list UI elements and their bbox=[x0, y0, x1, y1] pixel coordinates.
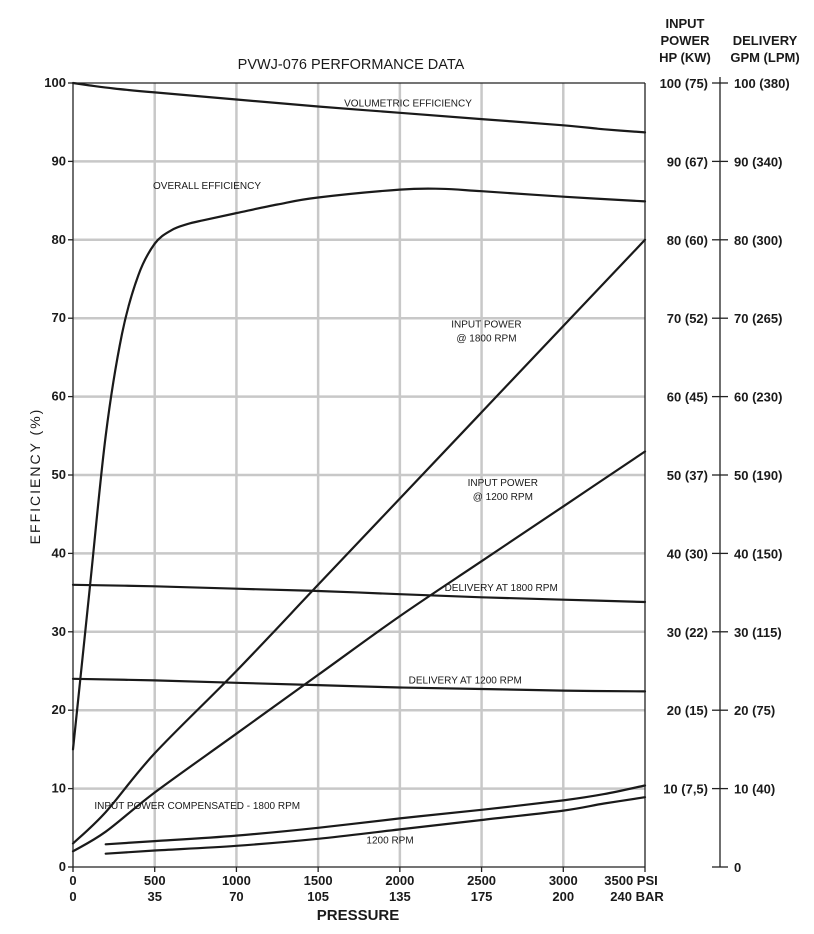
delivery-tick-label: 10 (40) bbox=[734, 782, 775, 797]
curve-overall-efficiency bbox=[71, 187, 647, 751]
x-tick-label-bar: 105 bbox=[307, 889, 329, 904]
y-tick-label: 60 bbox=[52, 389, 66, 404]
delivery-tick-label: 40 (150) bbox=[734, 546, 782, 561]
y-tick-label: 10 bbox=[52, 781, 66, 796]
x-tick-label-psi: 2000 bbox=[385, 873, 414, 888]
annotation-label: 1200 RPM bbox=[366, 835, 413, 846]
x-tick-label-bar: 0 bbox=[69, 889, 76, 904]
x-tick-label-psi: 1000 bbox=[222, 873, 251, 888]
input-power-tick-label: 10 (7,5) bbox=[663, 782, 708, 797]
input-power-tick-label: 100 (75) bbox=[660, 76, 708, 91]
delivery-tick-label: 70 (265) bbox=[734, 311, 782, 326]
annotation-label: INPUT POWER bbox=[451, 320, 521, 331]
x-axis-label: PRESSURE bbox=[317, 907, 400, 924]
x-tick-label-psi: 3500 PSI bbox=[604, 873, 658, 888]
x-tick-label-psi: 1500 bbox=[304, 873, 333, 888]
annotation-label: DELIVERY AT 1800 RPM bbox=[445, 583, 558, 594]
x-tick-label-bar: 175 bbox=[471, 889, 493, 904]
x-tick-label-bar: 35 bbox=[147, 889, 161, 904]
curve-input-power-1800-rpm bbox=[71, 238, 647, 845]
input-power-tick-label: 30 (22) bbox=[667, 625, 708, 640]
input-power-tick-label: 50 (37) bbox=[667, 468, 708, 483]
annotation-label: INPUT POWER COMPENSATED - 1800 RPM bbox=[94, 801, 300, 812]
y-tick-label: 70 bbox=[52, 310, 66, 325]
x-tick-label-psi: 3000 bbox=[549, 873, 578, 888]
curve-delivery-at-1800-rpm bbox=[71, 583, 647, 604]
input-power-header: HP (KW) bbox=[659, 50, 711, 65]
delivery-tick-label: 100 (380) bbox=[734, 76, 790, 91]
y-axis-ticks: 0 10 20 30 40 50 60 70 80 90 100 bbox=[44, 75, 73, 874]
input-power-tick-label: 80 (60) bbox=[667, 233, 708, 248]
curve-delivery-at-1200-rpm bbox=[71, 677, 647, 693]
annotation-label: INPUT POWER bbox=[468, 478, 538, 489]
delivery-tick-label: 0 bbox=[734, 860, 741, 875]
curve-1200-rpm bbox=[104, 796, 647, 855]
right-axes: INPUT POWER HP (KW) DELIVERY GPM (LPM) 100 (7… bbox=[659, 16, 800, 875]
curve-annotations: VOLUMETRIC EFFICIENCY OVERALL EFFICIENCY I… bbox=[94, 99, 557, 847]
curve-input-power-compensated-1800-rpm bbox=[104, 784, 647, 846]
y-tick-label: 100 bbox=[44, 75, 66, 90]
annotation-label: OVERALL EFFICIENCY bbox=[153, 181, 261, 192]
annotation-label: @ 1200 RPM bbox=[473, 492, 533, 503]
delivery-tick-label: 30 (115) bbox=[734, 625, 782, 640]
y-tick-label: 80 bbox=[52, 232, 66, 247]
y-tick-label: 0 bbox=[59, 859, 66, 874]
x-tick-label-bar: 200 bbox=[552, 889, 574, 904]
x-tick-label-bar: 135 bbox=[389, 889, 411, 904]
x-tick-label-bar: 240 BAR bbox=[610, 889, 664, 904]
input-power-tick-label: 70 (52) bbox=[667, 311, 708, 326]
delivery-tick-label: 60 (230) bbox=[734, 390, 782, 405]
data-curves bbox=[71, 81, 647, 855]
input-power-tick-label: 90 (67) bbox=[667, 154, 708, 169]
input-power-header: POWER bbox=[660, 33, 710, 48]
delivery-header: GPM (LPM) bbox=[730, 50, 799, 65]
y-tick-label: 90 bbox=[52, 153, 66, 168]
grid-lines bbox=[73, 83, 645, 867]
annotation-label: @ 1800 RPM bbox=[456, 334, 516, 345]
annotation-label: DELIVERY AT 1200 RPM bbox=[409, 676, 522, 687]
y-tick-label: 30 bbox=[52, 624, 66, 639]
curve-input-power-1200-rpm bbox=[71, 450, 647, 853]
annotation-label: VOLUMETRIC EFFICIENCY bbox=[344, 99, 472, 110]
y-tick-label: 50 bbox=[52, 467, 66, 482]
input-power-tick-label: 20 (15) bbox=[667, 703, 708, 718]
x-tick-label-psi: 0 bbox=[69, 873, 76, 888]
delivery-tick-label: 90 (340) bbox=[734, 154, 782, 169]
chart-title: PVWJ-076 PERFORMANCE DATA bbox=[238, 57, 465, 73]
y-axis-label: EFFICIENCY (%) bbox=[27, 408, 43, 545]
input-power-header: INPUT bbox=[666, 16, 705, 31]
delivery-header: DELIVERY bbox=[733, 33, 798, 48]
delivery-tick-label: 80 (300) bbox=[734, 233, 782, 248]
input-power-tick-label: 40 (30) bbox=[667, 546, 708, 561]
y-tick-label: 40 bbox=[52, 545, 66, 560]
x-tick-label-psi: 2500 bbox=[467, 873, 496, 888]
delivery-tick-label: 20 (75) bbox=[734, 703, 775, 718]
x-tick-label-bar: 70 bbox=[229, 889, 243, 904]
curve-volumetric-efficiency bbox=[71, 81, 647, 134]
delivery-tick-label: 50 (190) bbox=[734, 468, 782, 483]
x-tick-label-psi: 500 bbox=[144, 873, 166, 888]
y-tick-label: 20 bbox=[52, 702, 66, 717]
input-power-tick-label: 60 (45) bbox=[667, 390, 708, 405]
